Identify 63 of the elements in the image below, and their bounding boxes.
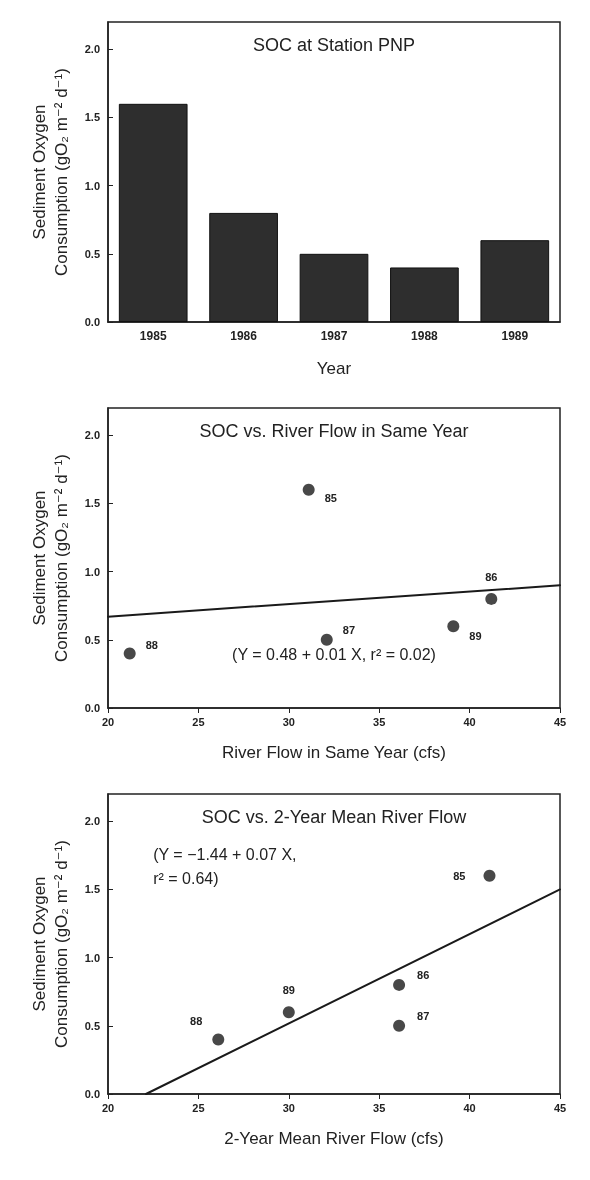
- x-axis-title: River Flow in Same Year (cfs): [222, 743, 446, 762]
- y-tick-label: 1.0: [84, 565, 100, 578]
- x-tick-label: 25: [192, 1101, 205, 1114]
- x-tick-label: 1986: [230, 329, 258, 343]
- y-tick-label: 1.0: [84, 951, 100, 964]
- annotation: (Y = 0.48 + 0.01 X, r² = 0.02): [232, 645, 436, 663]
- point: [282, 1006, 295, 1019]
- y-tick-label: 0.5: [84, 1019, 100, 1032]
- x-tick-label: 1988: [411, 329, 439, 343]
- point: [485, 592, 498, 605]
- point: [483, 869, 496, 882]
- y-tick-label: 1.0: [84, 179, 100, 192]
- annotation: 89: [282, 984, 295, 997]
- y-tick-label: 2.0: [84, 43, 100, 56]
- point: [212, 1033, 225, 1046]
- annotation: (Y = −1.44 + 0.07 X, r² = 0.64): [153, 845, 297, 887]
- annotation: 88: [145, 639, 158, 652]
- annotation: 87: [342, 623, 356, 636]
- x-axis-title: 2-Year Mean River Flow (cfs): [224, 1129, 444, 1148]
- text: SOC vs. River Flow in Same Year: [199, 421, 469, 441]
- y-tick-label: 1.5: [84, 111, 100, 124]
- x-tick-label: 20: [101, 715, 115, 728]
- y-tick-label: 1.5: [84, 497, 100, 510]
- x-axis-title: Year: [316, 359, 352, 378]
- point: [320, 633, 333, 646]
- point: [302, 483, 315, 496]
- y-tick-label: 2.0: [84, 429, 100, 442]
- x-tick-label: 1987: [320, 329, 348, 343]
- x-tick-label: 45: [553, 1101, 567, 1114]
- y-axis-title: Sediment Oxygen Consumption (gO₂ m⁻² d⁻¹): [29, 454, 71, 662]
- point: [393, 1019, 406, 1032]
- x-tick-label: 40: [463, 1101, 476, 1114]
- x-tick-label: 20: [101, 1101, 115, 1114]
- annotation: 88: [190, 1015, 203, 1028]
- y-tick-label: 0.5: [84, 247, 100, 260]
- y-tick-label: 0.5: [84, 633, 100, 646]
- annotation: 87: [417, 1009, 430, 1022]
- point: [393, 978, 406, 991]
- annotation: 86: [417, 968, 430, 981]
- x-tick-label: 30: [282, 1101, 295, 1114]
- annotation: 85: [453, 869, 466, 882]
- x-tick-label: 1989: [501, 329, 529, 343]
- point: [123, 647, 136, 660]
- annotation: 86: [485, 570, 498, 583]
- annotation: 85: [324, 491, 337, 504]
- y-tick-label: 2.0: [84, 815, 100, 828]
- y-axis-title: Sediment Oxygen Consumption (gO₂ m⁻² d⁻¹): [29, 840, 71, 1048]
- y-tick-label: 0.0: [84, 702, 100, 714]
- text: SOC vs. 2-Year Mean River Flow: [201, 807, 468, 827]
- x-tick-label: 35: [373, 1101, 386, 1114]
- x-tick-label: 1985: [139, 329, 167, 343]
- x-tick-label: 40: [463, 715, 476, 728]
- x-tick-label: 45: [553, 715, 567, 728]
- y-axis-title: Sediment Oxygen Consumption (gO₂ m⁻² d⁻¹): [29, 68, 71, 276]
- point: [447, 620, 460, 633]
- x-tick-label: 25: [192, 715, 205, 728]
- x-tick-label: 30: [282, 715, 295, 728]
- y-tick-label: 0.0: [84, 316, 100, 328]
- annotation: 89: [469, 630, 482, 643]
- y-tick-label: 1.5: [84, 883, 100, 896]
- x-tick-label: 35: [373, 715, 386, 728]
- text: SOC at Station PNP: [252, 35, 416, 55]
- y-tick-label: 0.0: [84, 1088, 100, 1100]
